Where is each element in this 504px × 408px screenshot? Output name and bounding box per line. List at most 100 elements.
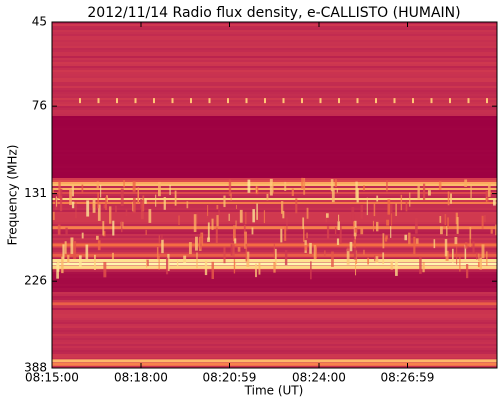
- spectrogram-row: [52, 110, 497, 112]
- spectrogram-streak: [167, 253, 170, 272]
- spectrogram-row: [52, 50, 497, 52]
- spectrogram-streak: [255, 186, 257, 193]
- spectrogram-streak: [223, 195, 226, 208]
- spectrogram-row: [52, 282, 497, 284]
- spectrogram-streak: [67, 255, 70, 263]
- spectrogram-row: [52, 232, 497, 234]
- spectrogram-streak: [169, 184, 171, 195]
- spectrogram-streak: [376, 221, 379, 232]
- spectrogram-streak: [148, 209, 152, 223]
- spectrogram-streak: [57, 224, 61, 235]
- spectrogram-streak: [303, 229, 305, 242]
- spectrogram-streak: [81, 232, 84, 239]
- spectrogram-row: [52, 80, 497, 82]
- spectrogram-row: [52, 162, 497, 164]
- spectrogram-streak: [73, 241, 77, 260]
- spectrogram-streak: [56, 196, 58, 207]
- spectrogram-dot: [264, 98, 266, 104]
- spectrogram-streak: [196, 213, 198, 224]
- spectrogram-row: [52, 192, 497, 194]
- spectrogram-row: [52, 102, 497, 104]
- spectrogram-row: [52, 188, 497, 190]
- spectrogram-row: [52, 318, 497, 320]
- spectrogram-row: [52, 28, 497, 30]
- spectrogram-row: [52, 58, 497, 60]
- spectrogram-streak: [490, 229, 493, 234]
- spectrogram-row: [52, 172, 497, 174]
- spectrogram-streak: [334, 179, 337, 187]
- spectrogram-row: [52, 44, 497, 46]
- spectrogram-dot: [338, 98, 340, 104]
- spectrogram-streak: [331, 251, 334, 267]
- spectrogram-row: [52, 84, 497, 86]
- spectrogram-streak: [59, 195, 63, 212]
- spectrogram-streak: [466, 264, 469, 279]
- spectrogram-dot: [319, 98, 322, 104]
- spectrogram-row: [52, 34, 497, 36]
- spectrogram-streak: [479, 257, 482, 270]
- spectrogram-streak: [355, 260, 357, 276]
- spectrogram-row: [52, 342, 497, 344]
- spectrogram-streak: [85, 244, 89, 262]
- spectrogram-row: [52, 338, 497, 340]
- spectrogram-streak: [366, 197, 368, 216]
- spectrogram-row: [52, 348, 497, 350]
- spectrogram-row: [52, 32, 497, 34]
- spectrogram-streak: [155, 194, 157, 207]
- spectrogram-row: [52, 212, 497, 214]
- spectrogram-streak: [456, 246, 458, 265]
- spectrogram-streak: [282, 210, 285, 219]
- spectrogram-streak: [196, 252, 198, 269]
- spectrogram-row: [52, 184, 497, 186]
- spectrogram-streak: [454, 237, 458, 245]
- spectrogram-streak: [284, 181, 287, 191]
- spectrogram-streak: [272, 182, 274, 193]
- spectrogram-streak: [284, 249, 288, 266]
- spectrogram-streak: [216, 215, 219, 227]
- spectrogram-row: [52, 328, 497, 330]
- spectrogram-line: [52, 359, 497, 363]
- spectrogram-row: [52, 322, 497, 324]
- spectrogram-row: [52, 108, 497, 110]
- spectrogram-streak: [102, 221, 105, 236]
- spectrogram-streak: [234, 262, 237, 268]
- spectrogram-streak: [422, 183, 426, 200]
- spectrogram-streak: [485, 190, 489, 203]
- spectrogram-streak: [409, 192, 411, 207]
- spectrogram-streak: [433, 239, 436, 249]
- spectrogram-streak: [367, 257, 370, 265]
- spectrogram-streak: [346, 248, 350, 265]
- spectrogram-dot: [227, 98, 229, 104]
- spectrogram-dot: [301, 98, 303, 104]
- spectrogram-streak: [439, 215, 442, 223]
- spectrogram-row: [52, 238, 497, 240]
- spectrogram-row: [52, 136, 497, 138]
- spectrogram-row: [52, 126, 497, 128]
- spectrogram-streak: [183, 255, 187, 263]
- spectrogram-row: [52, 22, 497, 24]
- spectrogram-streak: [142, 195, 145, 212]
- spectrogram-row: [52, 236, 497, 238]
- spectrogram-row: [52, 330, 497, 332]
- spectrogram-streak: [404, 234, 408, 241]
- spectrogram-streak: [146, 259, 149, 267]
- spectrogram-dot: [412, 98, 414, 104]
- spectrogram-streak: [234, 238, 237, 244]
- spectrogram-streak: [108, 206, 112, 224]
- spectrogram-streak: [384, 237, 388, 242]
- spectrogram-row: [52, 286, 497, 288]
- spectrogram-dot: [356, 98, 359, 104]
- spectrogram-streak: [218, 210, 220, 216]
- spectrogram-row: [52, 138, 497, 140]
- spectrogram-streak: [330, 179, 334, 192]
- spectrogram-streak: [120, 188, 124, 206]
- spectrogram-streak: [233, 259, 236, 274]
- spectrogram-streak: [464, 242, 468, 249]
- spectrogram-streak: [269, 178, 273, 196]
- spectrogram-row: [52, 112, 497, 114]
- spectrogram-row: [52, 210, 497, 212]
- spectrogram-streak: [415, 218, 418, 234]
- spectrogram-row: [52, 178, 497, 180]
- spectrogram-streak: [163, 196, 166, 210]
- spectrogram-streak: [178, 215, 180, 225]
